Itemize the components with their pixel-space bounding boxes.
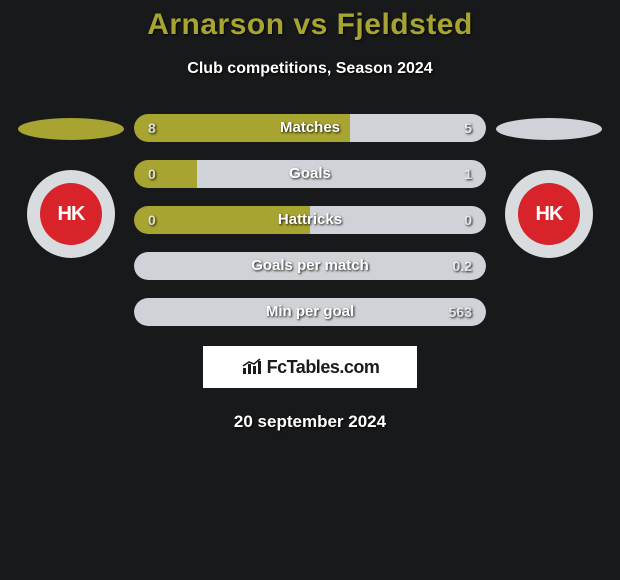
stat-row: Min per goal563 xyxy=(134,298,486,326)
right-club-badge: HK xyxy=(505,170,593,258)
stat-value-right: 5 xyxy=(464,114,472,142)
stat-value-right: 1 xyxy=(464,160,472,188)
source-logo-text: FcTables.com xyxy=(267,357,380,378)
stat-row: Matches8 5 xyxy=(134,114,486,142)
left-nameplate xyxy=(18,118,124,140)
stat-label: Goals per match xyxy=(134,252,486,280)
date-label: 20 september 2024 xyxy=(0,412,620,432)
stat-label: Hattricks xyxy=(134,206,486,234)
right-club-badge-inner: HK xyxy=(518,183,580,245)
page-title: Arnarson vs Fjeldsted xyxy=(0,8,620,42)
source-logo[interactable]: FcTables.com xyxy=(203,346,417,388)
stat-value-right: 563 xyxy=(449,298,472,326)
stat-label: Min per goal xyxy=(134,298,486,326)
right-club-badge-text: HK xyxy=(536,203,563,226)
stat-row: Goals0 1 xyxy=(134,160,486,188)
stat-row: Hattricks0 0 xyxy=(134,206,486,234)
left-club-badge-inner: HK xyxy=(40,183,102,245)
comparison-card: Arnarson vs Fjeldsted Club competitions,… xyxy=(0,0,620,432)
stat-value-left: 0 xyxy=(148,206,156,234)
stat-value-right: 0 xyxy=(464,206,472,234)
chart-icon xyxy=(241,358,263,376)
left-club-badge-text: HK xyxy=(58,203,85,226)
stat-value-left: 8 xyxy=(148,114,156,142)
stat-label: Matches xyxy=(134,114,486,142)
stats-column: Matches85Goals01Hattricks00Goals per mat… xyxy=(134,114,486,326)
stat-value-right: 0.2 xyxy=(453,252,472,280)
right-player-col: HK xyxy=(494,114,604,258)
stat-row: Goals per match0.2 xyxy=(134,252,486,280)
stat-label: Goals xyxy=(134,160,486,188)
left-player-col: HK xyxy=(16,114,126,258)
left-club-badge: HK xyxy=(27,170,115,258)
subtitle: Club competitions, Season 2024 xyxy=(0,60,620,78)
content-row: HK Matches85Goals01Hattricks00Goals per … xyxy=(0,114,620,326)
right-nameplate xyxy=(496,118,602,140)
stat-value-left: 0 xyxy=(148,160,156,188)
